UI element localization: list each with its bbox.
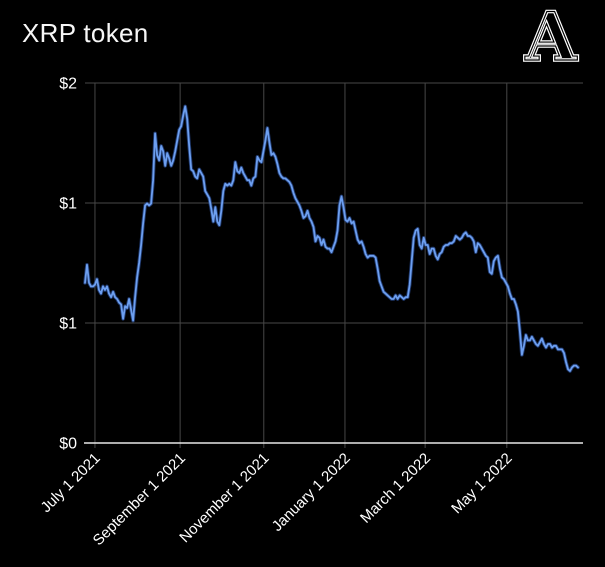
page-title: XRP token [22,18,149,48]
x-tick-label: July 1 2021 [38,450,104,516]
y-tick-label: $0 [59,436,77,453]
axios-logo: A A [522,0,580,78]
x-tick-label: March 1 2022 [357,450,434,527]
price-line-glow [83,104,580,373]
logo-glyph-outline: A [524,5,577,65]
y-tick-label: $1 [59,315,77,332]
y-tick-label: $2 [59,76,77,93]
x-tick-label: November 1 2021 [176,450,272,546]
axios-a-icon: A A [523,0,580,78]
x-tick-label: January 1 2022 [269,450,354,535]
x-tick-label: May 1 2022 [448,450,515,517]
price-line [84,105,579,372]
logo-glyph-inline: A [524,5,577,65]
x-tick-label: September 1 2021 [90,450,189,549]
y-tick-label: $1 [59,196,77,213]
